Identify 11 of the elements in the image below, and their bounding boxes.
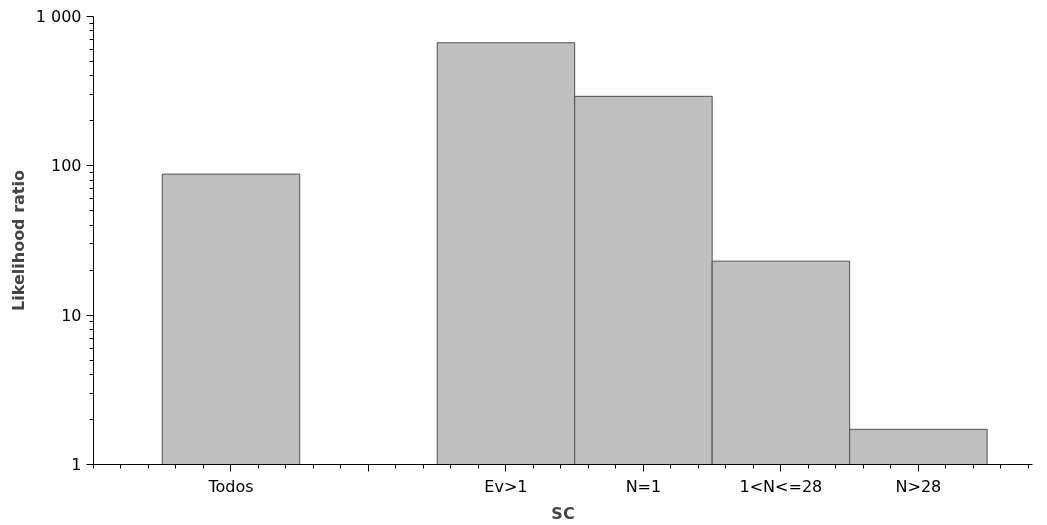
- y-tick-label: 10: [61, 305, 82, 325]
- y-tick-label: 1: [71, 455, 82, 474]
- y-axis-title: Likelihood ratio: [8, 170, 28, 311]
- x-axis-title: SC: [551, 503, 575, 523]
- x-tick-label: Todos: [207, 476, 254, 496]
- x-tick-label: 1<N<=28: [739, 476, 823, 496]
- x-tick-label: N=1: [625, 476, 662, 496]
- x-tick-label: Ev>1: [484, 476, 528, 496]
- y-tick-label: 100: [50, 156, 82, 176]
- y-tick-label: 1 000: [35, 7, 82, 26]
- x-tick-label: N>28: [895, 476, 942, 496]
